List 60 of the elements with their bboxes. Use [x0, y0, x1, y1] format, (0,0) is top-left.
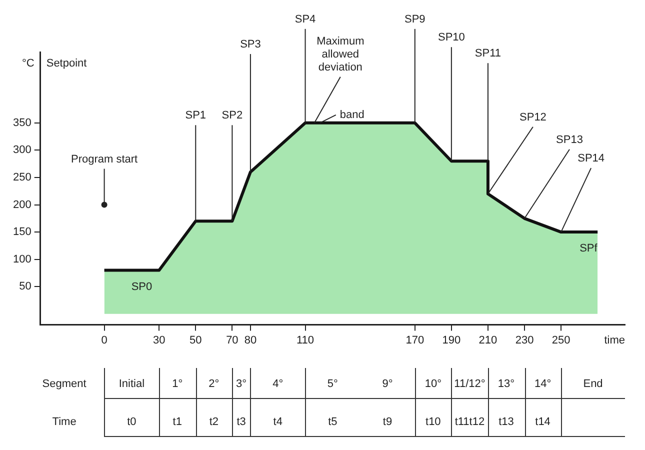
annotation: Program start [70, 153, 138, 166]
annotation: band [340, 108, 364, 121]
annotation: Maximum allowed deviation [316, 35, 364, 74]
x-tick-label: 170 [406, 334, 424, 346]
text: Initial [118, 378, 145, 390]
annotation: SP1 [185, 110, 206, 122]
annotation: SP14 [578, 152, 605, 165]
text: End [583, 378, 603, 390]
text: 9° [382, 378, 393, 390]
y-tick-label: 250 [12, 172, 32, 184]
x-tick-label: 50 [190, 334, 202, 346]
text: 14° [534, 378, 552, 390]
text: 4° [272, 378, 284, 390]
text: t1 [172, 416, 182, 428]
x-tick-label: 210 [478, 334, 498, 346]
y-tick-label: 150 [12, 226, 32, 238]
x-tick-label: 230 [515, 334, 534, 346]
x-axis-title: time [604, 334, 625, 346]
text: t5 [328, 416, 338, 428]
x-tick-label: 110 [296, 334, 314, 346]
y-tick-label: 350 [12, 116, 32, 129]
x-tick-label: 190 [442, 334, 461, 346]
y-axis-title: °C Setpoint [22, 58, 87, 70]
text: t3 [236, 416, 246, 428]
x-tick-label: 30 [152, 334, 166, 346]
annotation: SP2 [222, 110, 243, 122]
annotation: SP10 [438, 32, 465, 44]
text: 10° [424, 378, 442, 390]
annotation: SP4 [294, 13, 316, 26]
annotation: SP9 [404, 13, 426, 26]
annotation: SP12 [520, 111, 546, 124]
text: t13 [498, 416, 514, 428]
annotation: SP0 [131, 280, 152, 293]
x-tick-label: 80 [244, 334, 257, 346]
text: 13° [498, 378, 515, 390]
text: t10 [426, 416, 441, 428]
y-tick-label: 100 [12, 253, 32, 266]
text: 5° [327, 378, 338, 390]
text: t14 [535, 416, 550, 428]
text: t4 [273, 416, 282, 428]
text: 11/12° [454, 378, 486, 390]
text: Segment [42, 378, 86, 390]
text: t2 [209, 416, 218, 428]
x-tick-label: 250 [552, 334, 570, 346]
text: t11t12 [454, 416, 485, 428]
text: t9 [382, 416, 392, 428]
text: Time [52, 416, 76, 428]
annotation: SP11 [474, 48, 502, 60]
y-tick-label: 200 [12, 198, 32, 211]
x-tick-label: 70 [226, 334, 238, 346]
text: 1° [172, 378, 183, 390]
y-tick-label: 300 [12, 144, 32, 156]
annotation: SP13 [556, 134, 583, 146]
x-tick-label: 0 [101, 334, 108, 346]
text: t0 [127, 416, 136, 428]
text: 2° [208, 378, 220, 390]
text: 3° [236, 378, 247, 390]
annotation: SP3 [240, 38, 261, 51]
y-tick-label: 50 [19, 280, 32, 293]
annotation: SPf [580, 242, 598, 255]
